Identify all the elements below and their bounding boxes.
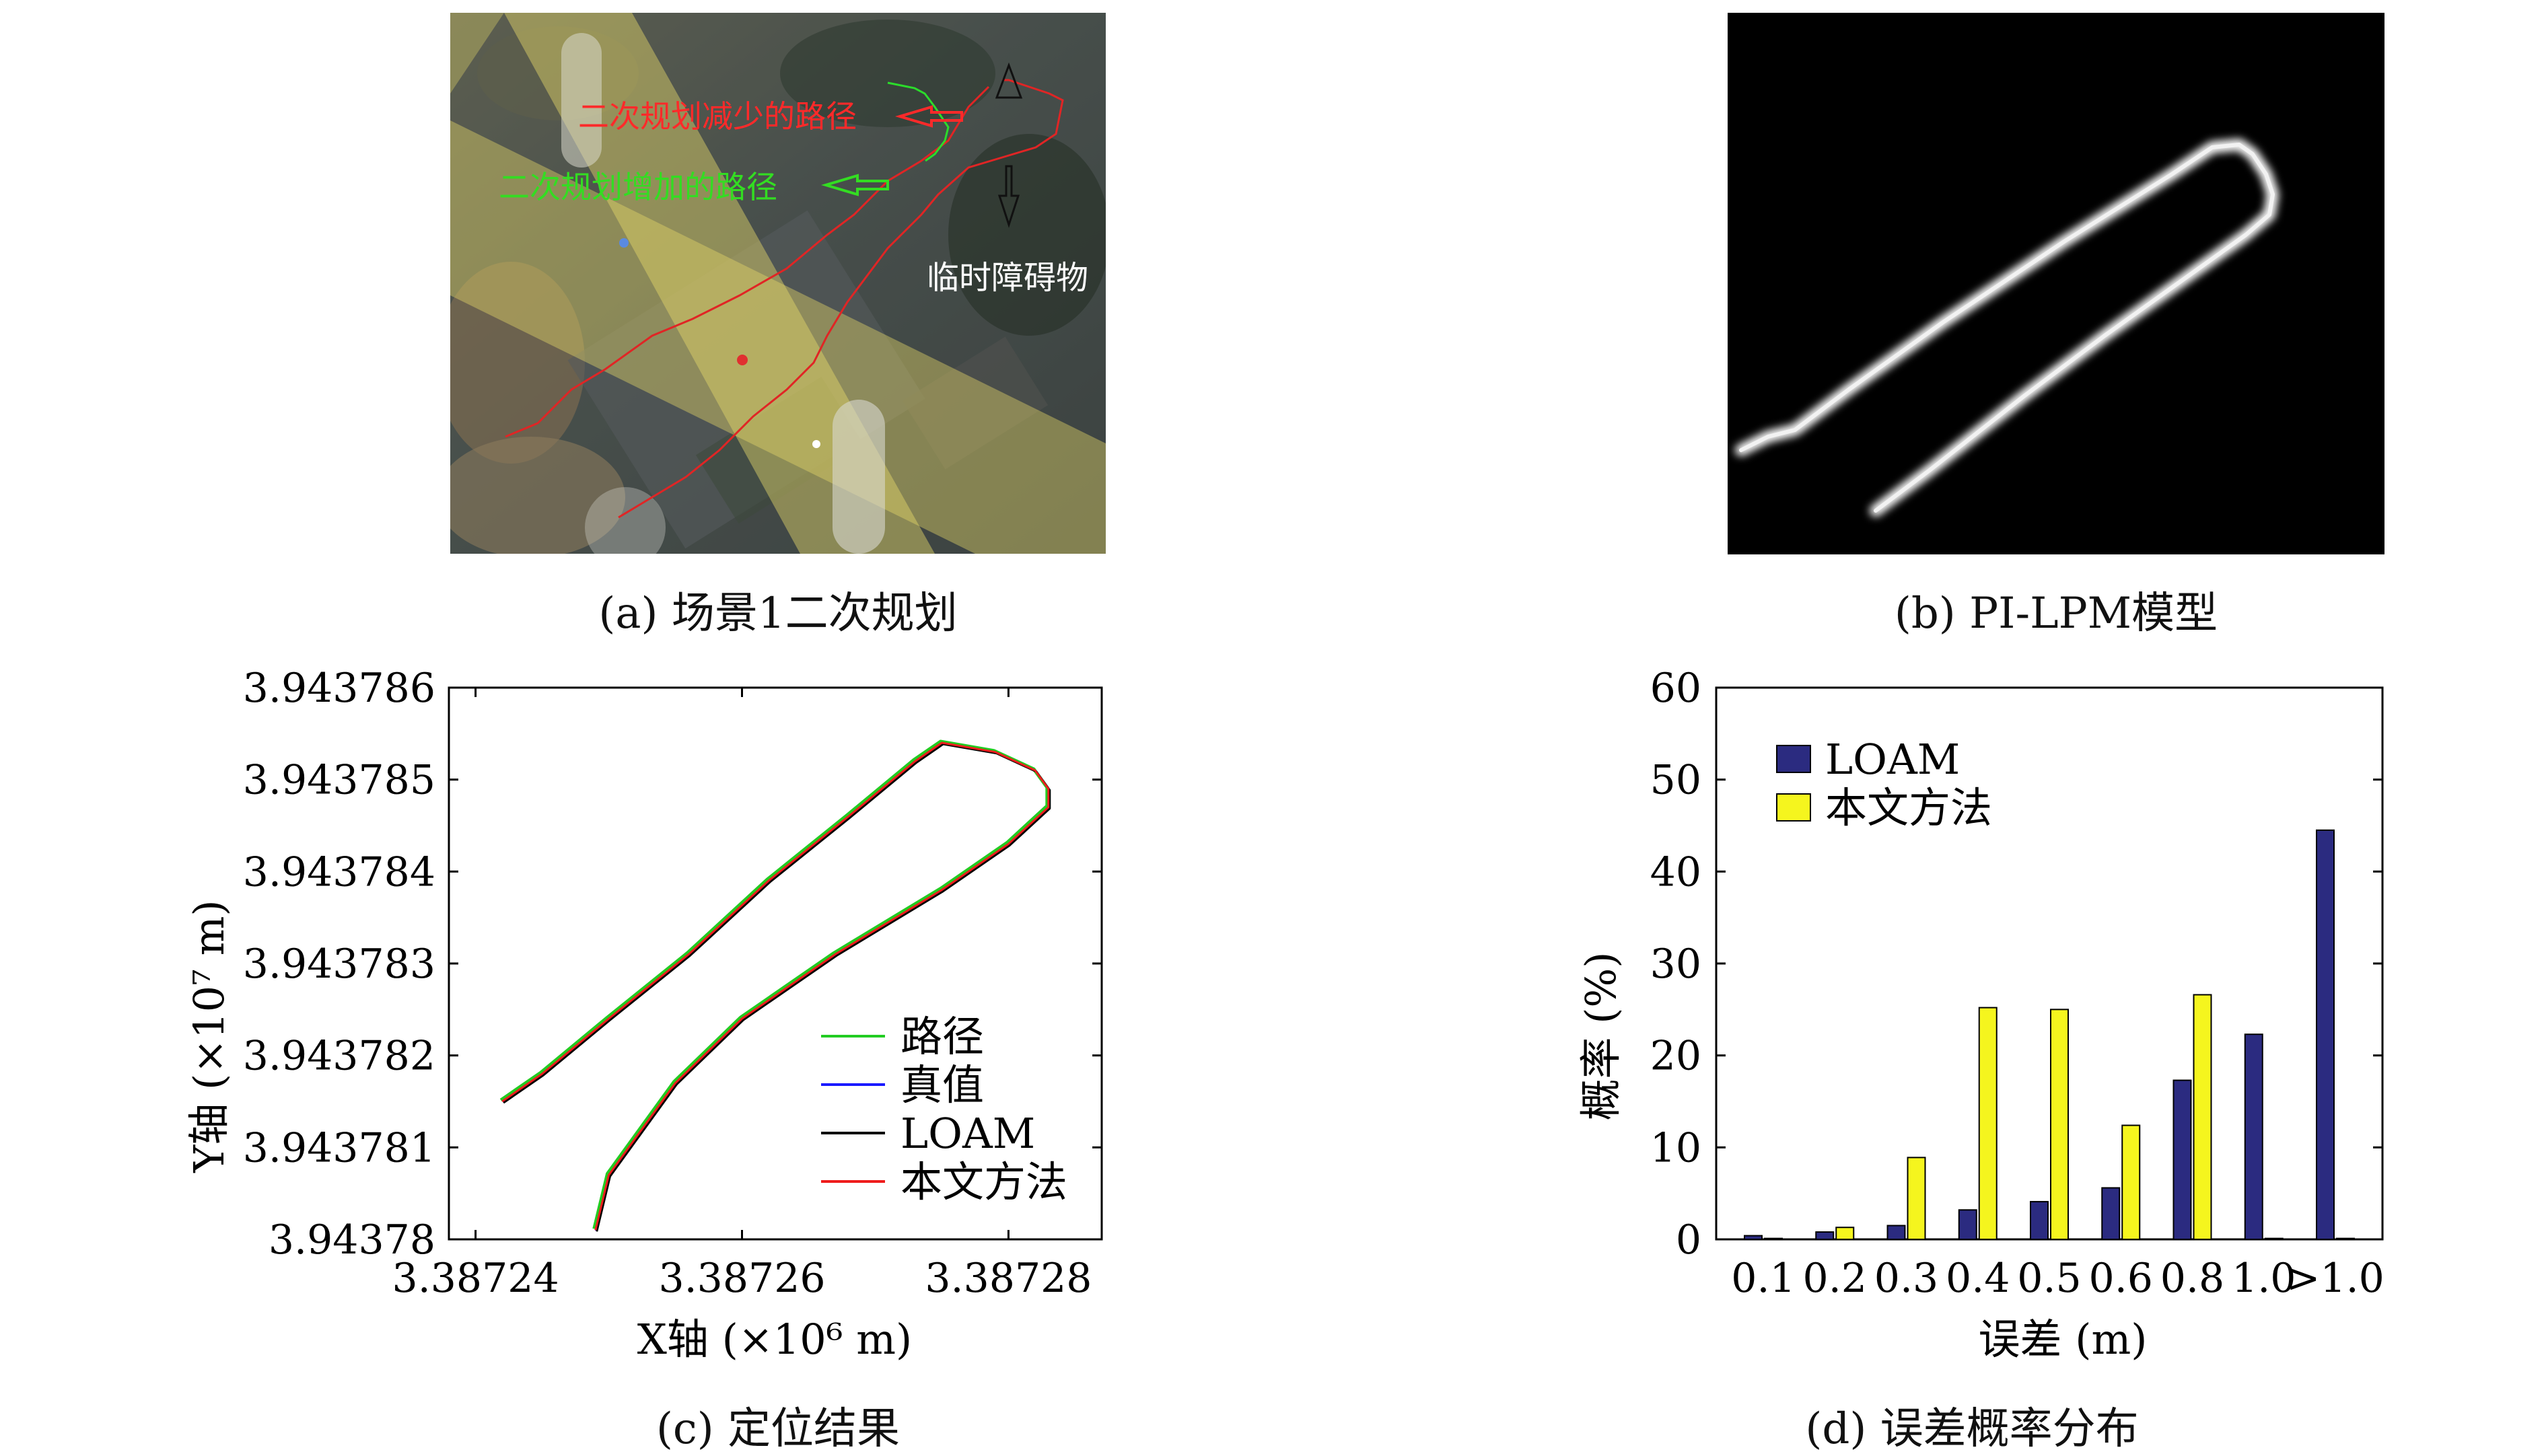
x-tick-label: 0.6 [2089, 1255, 2153, 1302]
bar-loam-7 [2172, 1079, 2192, 1240]
legend-label-1: 路径 [900, 1012, 984, 1061]
x-tick-label: 0.2 [1803, 1255, 1867, 1302]
bar-loam-3 [1886, 1225, 1906, 1240]
x-tick-label: 0.8 [2160, 1255, 2224, 1302]
x-tick-label: >1.0 [2286, 1255, 2384, 1302]
bar-loam-6 [2101, 1187, 2121, 1241]
bar-loam-5 [2030, 1200, 2049, 1241]
bar-ours-5 [2050, 1009, 2069, 1240]
plot-frame [1715, 686, 2384, 1241]
bar-ours-6 [2121, 1124, 2141, 1240]
y-tick-label: 60 [1650, 665, 1701, 712]
bar-ours-3 [1907, 1157, 1926, 1240]
y-tick-label: 3.943783 [243, 941, 435, 988]
panel-b [1728, 13, 2384, 554]
x-tick-label: 3.38728 [925, 1255, 1092, 1302]
y-tick-label: 3.94378 [269, 1216, 435, 1264]
legend-swatch-1 [1776, 745, 1811, 773]
y-axis-label: 概率 (%) [1576, 952, 1625, 1121]
caption-c: (c) 定位结果 [656, 1404, 900, 1454]
obstacle-label: 临时障碍物 [927, 259, 1088, 297]
bar-loam-9 [2316, 829, 2335, 1241]
legend-label-4: 本文方法 [900, 1157, 1067, 1206]
x-tick-label: 0.1 [1731, 1255, 1795, 1302]
x-tick-label: 0.5 [2017, 1255, 2081, 1302]
y-tick-label: 3.943781 [243, 1124, 435, 1171]
added-path-label: 二次规划增加的路径 [499, 169, 777, 205]
y-tick-label: 30 [1650, 941, 1701, 988]
panel-a: 二次规划减少的路径 二次规划增加的路径 临时障碍物 [437, 13, 1110, 568]
y-tick-label: 20 [1650, 1033, 1701, 1080]
reduced-path-label: 二次规划减少的路径 [578, 98, 857, 135]
y-tick-label: 3.943785 [243, 757, 435, 804]
caption-d: (d) 误差概率分布 [1805, 1404, 2139, 1454]
y-tick-label: 50 [1650, 757, 1701, 804]
x-tick-label: 0.3 [1874, 1255, 1938, 1302]
bar-ours-2 [1835, 1227, 1855, 1241]
x-axis-label: X轴 (×10⁶ m) [637, 1315, 912, 1364]
y-tick-label: 10 [1650, 1124, 1701, 1171]
y-tick-label: 0 [1676, 1216, 1701, 1264]
bar-loam-1 [1744, 1235, 1763, 1240]
bar-ours-4 [1978, 1007, 1998, 1240]
legend-label-2: 本文方法 [1825, 783, 1992, 832]
y-tick-label: 3.943786 [243, 665, 435, 712]
error-probability-chart: 0 10 20 30 40 50 60 0.1 0.2 0.3 0.4 0.5 0.6 0.8 1.0>1… [1576, 665, 2384, 1364]
caption-a: (a) 场景1二次规划 [598, 589, 958, 639]
pi-lpm-model-image [1735, 139, 2279, 517]
x-tick-label: 1.0 [2232, 1255, 2296, 1302]
localization-chart: 3.94378 3.943781 3.943782 3.943783 3.943784 3… [184, 665, 1103, 1364]
added-path-arrow-icon [820, 174, 889, 196]
y-tick-label: 40 [1650, 848, 1701, 896]
panel-d: 0 10 20 30 40 50 60 0.1 0.2 0.3 0.4 0.5 0.6 0.8 1.0 >1… [1548, 659, 2396, 1386]
bar-ours-7 [2193, 994, 2212, 1240]
y-tick-label: 3.943782 [243, 1033, 435, 1080]
bar-loam-2 [1815, 1231, 1835, 1240]
legend-swatch-2 [1776, 793, 1811, 822]
bar-loam-8 [2244, 1033, 2263, 1240]
x-tick-label: 3.38724 [392, 1255, 559, 1302]
panel-c: 3.94378 3.943781 3.943782 3.943783 3.943784 3… [162, 659, 1144, 1386]
bar-loam-4 [1958, 1209, 1977, 1240]
obstacle-up-arrow-icon [995, 62, 1023, 99]
y-tick-label: 3.943784 [243, 848, 435, 896]
legend-label-1: LOAM [1825, 735, 1960, 784]
series-line-4 [501, 741, 1050, 1231]
aerial-map-image: 二次规划减少的路径 二次规划增加的路径 临时障碍物 [437, 13, 1110, 568]
obstacle-down-arrow-icon [997, 165, 1020, 228]
x-axis-label: 误差 (m) [1979, 1315, 2148, 1364]
x-tick-label: 3.38726 [658, 1255, 825, 1302]
x-tick-label: 0.4 [1946, 1255, 2010, 1302]
legend-label-2: 真值 [900, 1060, 984, 1109]
caption-b: (b) PI-LPM模型 [1894, 589, 2218, 639]
reduced-path-arrow-icon [894, 105, 963, 128]
y-axis-label: Y轴 (×10⁷ m) [184, 900, 234, 1173]
legend-label-3: LOAM [900, 1109, 1035, 1158]
